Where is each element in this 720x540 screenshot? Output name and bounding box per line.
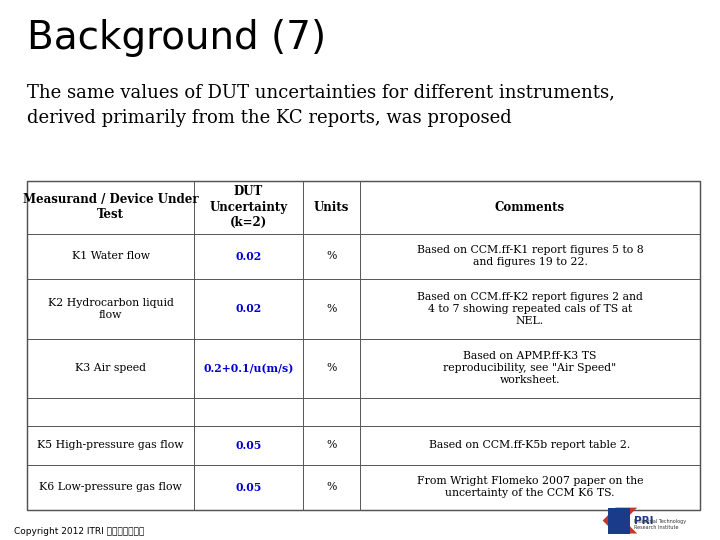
Text: K5 High-pressure gas flow: K5 High-pressure gas flow bbox=[37, 440, 184, 450]
Text: Background (7): Background (7) bbox=[27, 19, 326, 57]
Text: Based on CCM.ff-K5b report table 2.: Based on CCM.ff-K5b report table 2. bbox=[429, 440, 631, 450]
Text: 0.05: 0.05 bbox=[235, 440, 262, 450]
Bar bbox=[608, 508, 630, 534]
Text: DUT
Uncertainty
(k=2): DUT Uncertainty (k=2) bbox=[210, 185, 287, 229]
Text: Based on APMP.ff-K3 TS
reproducibility, see "Air Speed"
worksheet.: Based on APMP.ff-K3 TS reproducibility, … bbox=[444, 352, 616, 386]
Text: %: % bbox=[327, 252, 337, 261]
Text: %: % bbox=[327, 440, 337, 450]
Text: Copyright 2012 ITRI 工業技術研究院: Copyright 2012 ITRI 工業技術研究院 bbox=[14, 526, 145, 536]
Text: Based on CCM.ff-K1 report figures 5 to 8
and figures 19 to 22.: Based on CCM.ff-K1 report figures 5 to 8… bbox=[417, 245, 644, 267]
Text: 0.2+0.1/u(m/s): 0.2+0.1/u(m/s) bbox=[203, 363, 294, 374]
Text: PRI: PRI bbox=[634, 516, 653, 525]
Text: 0.02: 0.02 bbox=[235, 303, 261, 314]
Text: From Wright Flomeko 2007 paper on the
uncertainty of the CCM K6 TS.: From Wright Flomeko 2007 paper on the un… bbox=[417, 476, 643, 498]
Bar bbox=[27, 181, 700, 510]
Text: Industrial Technology
Research Institute: Industrial Technology Research Institute bbox=[634, 519, 685, 530]
Text: Comments: Comments bbox=[495, 201, 565, 214]
Text: Measurand / Device Under
Test: Measurand / Device Under Test bbox=[23, 193, 198, 221]
Text: The same values of DUT uncertainties for different instruments,
derived primaril: The same values of DUT uncertainties for… bbox=[27, 84, 615, 127]
Text: Based on CCM.ff-K2 report figures 2 and
4 to 7 showing repeated cals of TS at
NE: Based on CCM.ff-K2 report figures 2 and … bbox=[417, 292, 643, 326]
Text: K1 Water flow: K1 Water flow bbox=[71, 252, 150, 261]
Text: K3 Air speed: K3 Air speed bbox=[75, 363, 146, 374]
Text: %: % bbox=[327, 304, 337, 314]
Text: K2 Hydrocarbon liquid
flow: K2 Hydrocarbon liquid flow bbox=[48, 298, 174, 320]
Text: Units: Units bbox=[314, 201, 349, 214]
Text: 0.05: 0.05 bbox=[235, 482, 262, 493]
Text: %: % bbox=[327, 363, 337, 374]
Text: %: % bbox=[327, 482, 337, 492]
Text: K6 Low-pressure gas flow: K6 Low-pressure gas flow bbox=[39, 482, 182, 492]
Text: 0.02: 0.02 bbox=[235, 251, 261, 262]
Polygon shape bbox=[603, 508, 637, 534]
